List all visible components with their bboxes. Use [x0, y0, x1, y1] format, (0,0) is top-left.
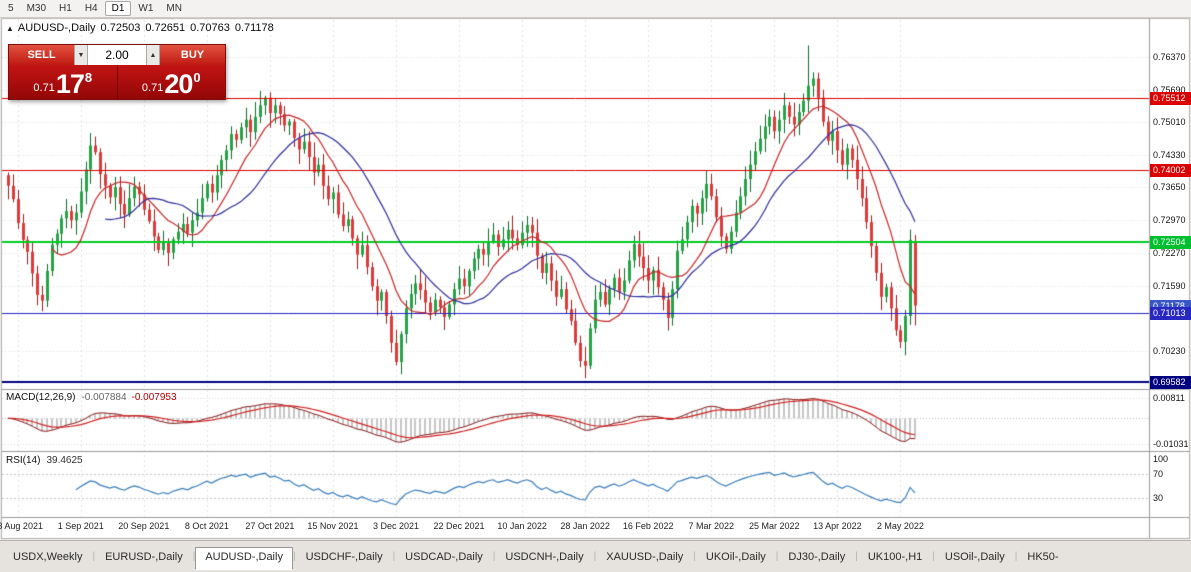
timeframe-button-m30[interactable]: M30 [26, 3, 47, 14]
price-tag-075512: 0.75512 [1150, 92, 1191, 106]
timeframe-button-5[interactable]: 5 [8, 3, 14, 14]
time-axis[interactable] [0, 517, 1149, 538]
buy-price-big: 20 [164, 69, 193, 99]
date-label: 15 Nov 2021 [307, 521, 359, 531]
macd-scale-label: 0.00811 [1153, 393, 1185, 403]
date-label: 13 Apr 2022 [813, 521, 862, 531]
macd-scale-label: -0.01031 [1153, 439, 1189, 450]
price-tag-071013: 0.71013 [1150, 307, 1191, 321]
timeframe-button-mn[interactable]: MN [166, 3, 182, 14]
tab-separator: | [932, 551, 935, 562]
macd-indicator-label: MACD(12,26,9) -0.007884 -0.007953 [6, 392, 177, 403]
timeframe-button-d1[interactable]: D1 [104, 1, 132, 16]
one-click-toggle-icon[interactable]: ▲ [6, 24, 14, 33]
one-click-trading-panel: SELL ▼ 2.00 ▲ BUY 0.71 17 8 0.71 20 0 [8, 44, 226, 100]
tab-ukoildaily[interactable]: UKOil-,Daily [705, 551, 766, 563]
date-label: 25 Mar 2022 [749, 521, 800, 531]
rsi-scale-label: 70 [1153, 469, 1164, 479]
date-label: 28 Jan 2022 [560, 521, 610, 531]
timeframe-button-h4[interactable]: H4 [84, 3, 98, 14]
price-scale-label: 0.76370 [1153, 52, 1186, 62]
price-scale-label: 0.73650 [1153, 182, 1186, 193]
timeframe-toolbar: 5 M30 H1 H4 D1 W1 MN [0, 0, 1191, 18]
trade-panel-price-row: 0.71 17 8 0.71 20 0 [9, 65, 225, 99]
price-scale-label: 0.74330 [1153, 149, 1186, 160]
sell-price-big: 17 [55, 69, 85, 99]
tab-usoildaily[interactable]: USOil-,Daily [944, 551, 1005, 563]
buy-button[interactable]: BUY [160, 45, 225, 65]
chart-title: ▲ AUDUSD-,Daily 0.72503 0.72651 0.70763 0.711… [6, 22, 274, 34]
date-label: 3 Dec 2021 [372, 521, 420, 531]
buy-price-button[interactable]: 0.71 20 0 [118, 65, 226, 99]
volume-input[interactable]: 2.00 [88, 45, 146, 65]
rsi-value: 39.4625 [46, 455, 83, 466]
trade-panel-top-row: SELL ▼ 2.00 ▲ BUY [9, 45, 225, 65]
tab-separator: | [775, 551, 779, 562]
rsi-scale-label: 30 [1153, 493, 1164, 503]
date-label: 13 Aug 2021 [0, 521, 43, 531]
tab-separator: | [855, 551, 858, 562]
sell-price-sup: 8 [84, 70, 93, 85]
tab-separator: | [492, 551, 496, 562]
tab-usdcaddaily[interactable]: USDCAD-,Daily [405, 551, 483, 563]
volume-down-button[interactable]: ▼ [74, 45, 88, 65]
rsi-name: RSI(14) [6, 455, 41, 466]
tab-separator: | [1014, 551, 1018, 562]
price-tag-069582: 0.69582 [1150, 375, 1191, 389]
tab-uk100h1[interactable]: UK100-,H1 [867, 551, 923, 563]
tab-separator: | [593, 551, 597, 562]
ohlc-close: 0.71178 [234, 22, 274, 34]
tab-separator: | [292, 551, 296, 562]
price-scale-label: 0.72270 [1153, 248, 1186, 259]
tab-separator: | [392, 551, 396, 562]
tab-separator: | [693, 551, 696, 562]
price-scale-label: 0.70230 [1153, 345, 1186, 356]
price-axis[interactable] [1150, 18, 1191, 538]
tab-xauusddaily[interactable]: XAUUSD-,Daily [606, 551, 684, 563]
date-label: 16 Feb 2022 [622, 521, 674, 531]
ohlc-open: 0.72503 [100, 22, 141, 34]
tab-dj30daily[interactable]: DJ30-,Daily [788, 551, 846, 563]
sell-price-small: 0.71 [33, 82, 55, 94]
rsi-indicator-label: RSI(14) 39.4625 [6, 455, 83, 466]
price-scale-label: 0.75010 [1153, 117, 1186, 128]
timeframe-button-w1[interactable]: W1 [138, 3, 154, 14]
tab-separator: | [92, 551, 96, 562]
tab-usdcnhdaily[interactable]: USDCNH-,Daily [505, 551, 584, 563]
price-tag-072504: 0.72504 [1150, 236, 1191, 250]
bottom-tab-bar: USDX,Weekly | EURUSD-,Daily | AUDUSD-,Daily |… [0, 540, 1191, 572]
date-label: 10 Jan 2022 [497, 521, 547, 531]
tab-hk50[interactable]: HK50- [1027, 551, 1059, 563]
date-label: 2 May 2022 [876, 521, 924, 531]
timeframe-button-h1[interactable]: H1 [59, 3, 72, 14]
volume-up-button[interactable]: ▲ [146, 45, 160, 65]
date-label: 27 Oct 2021 [245, 521, 295, 531]
date-label: 8 Oct 2021 [184, 521, 229, 531]
price-scale-label: 0.71590 [1153, 280, 1186, 291]
macd-signal-value: -0.007953 [131, 392, 177, 403]
tab-audusddaily[interactable]: AUDUSD-,Daily [195, 547, 293, 570]
date-label: 7 Mar 2022 [688, 521, 735, 531]
tab-separator: | [192, 551, 196, 562]
buy-price-sup: 0 [193, 70, 201, 85]
buy-price-small: 0.71 [141, 82, 164, 94]
price-scale-label: 0.72970 [1153, 214, 1186, 225]
tab-eurusddaily[interactable]: EURUSD-,Daily [105, 551, 183, 563]
date-label: 22 Dec 2021 [433, 521, 485, 531]
macd-value: -0.007884 [81, 392, 127, 403]
ohlc-low: 0.70763 [190, 22, 230, 34]
sell-price-button[interactable]: 0.71 17 8 [9, 65, 118, 99]
macd-name: MACD(12,26,9) [6, 392, 76, 403]
date-label: 1 Sep 2021 [57, 521, 104, 531]
price-tag-074002: 0.74002 [1150, 164, 1191, 178]
ohlc-high: 0.72651 [145, 22, 186, 34]
tab-usdchfdaily[interactable]: USDCHF-,Daily [305, 551, 383, 563]
chart-symbol-label: AUDUSD-,Daily [17, 22, 96, 34]
rsi-scale-label: 100 [1153, 454, 1169, 464]
price-scale-label: 0.75690 [1153, 84, 1186, 95]
sell-button[interactable]: SELL [9, 45, 74, 65]
date-label: 20 Sep 2021 [118, 521, 170, 531]
tab-usdxweekly[interactable]: USDX,Weekly [13, 551, 83, 563]
